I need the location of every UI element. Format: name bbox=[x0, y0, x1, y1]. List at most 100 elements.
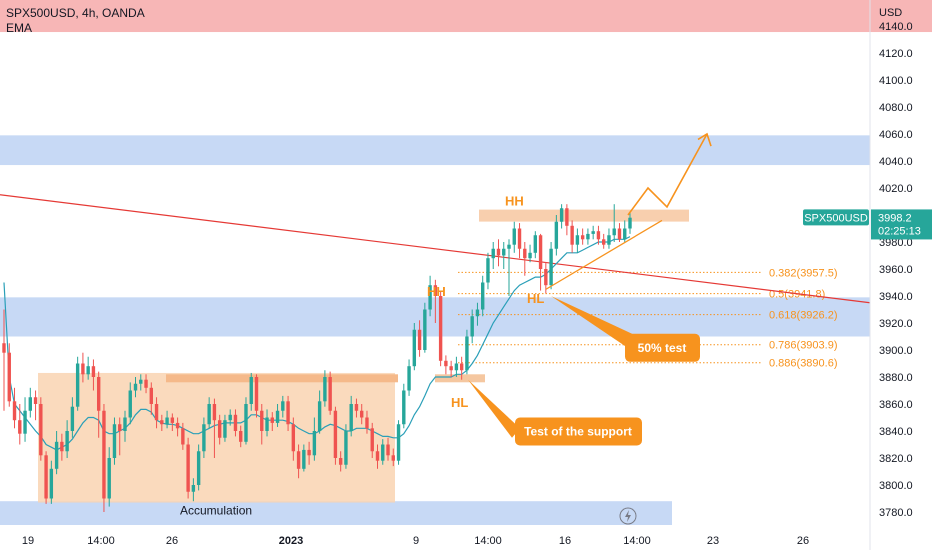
y-tick-label: 4020.0 bbox=[879, 183, 913, 195]
candle bbox=[207, 397, 211, 429]
candle-body bbox=[223, 420, 227, 438]
candle-body bbox=[565, 208, 569, 226]
candle-body bbox=[102, 410, 106, 499]
forecast-arrowhead bbox=[697, 132, 712, 147]
candle-body bbox=[438, 296, 443, 361]
candle bbox=[191, 478, 196, 502]
candle bbox=[591, 225, 595, 240]
x-tick-label: 26 bbox=[797, 535, 809, 547]
candle-body bbox=[212, 404, 217, 421]
candle-body bbox=[181, 428, 185, 445]
candle bbox=[523, 242, 527, 276]
candle-body bbox=[328, 377, 332, 411]
callout-box bbox=[515, 417, 642, 446]
x-tick-label: 23 bbox=[707, 535, 719, 547]
candle-body bbox=[354, 404, 359, 411]
y-tick-label: 4060.0 bbox=[879, 129, 913, 141]
candle-body bbox=[75, 363, 80, 407]
y-tick-label: 3880.0 bbox=[879, 372, 913, 384]
fib-label: 0.786(3903.9) bbox=[769, 340, 838, 352]
candle-body bbox=[96, 377, 101, 411]
candle-body bbox=[270, 417, 274, 423]
candle-body bbox=[312, 431, 317, 456]
price-badge-value: 3998.2 bbox=[878, 212, 912, 224]
candle bbox=[459, 356, 464, 380]
candle-body bbox=[444, 360, 448, 367]
y-tick-label: 3980.0 bbox=[879, 237, 913, 249]
candle bbox=[39, 397, 43, 461]
axis-zone-tint bbox=[870, 0, 932, 33]
candle bbox=[312, 417, 317, 461]
candle bbox=[133, 377, 138, 398]
candle bbox=[223, 414, 227, 442]
symbol-title: SPX500USD, 4h, OANDA bbox=[6, 6, 145, 20]
y-tick-label: 3960.0 bbox=[879, 264, 913, 276]
candle bbox=[202, 417, 206, 458]
candle bbox=[323, 370, 327, 407]
candle bbox=[344, 424, 348, 469]
candle bbox=[454, 356, 459, 377]
candle-body bbox=[533, 235, 538, 253]
candle-body bbox=[554, 221, 559, 249]
candle bbox=[365, 410, 369, 434]
candle-body bbox=[217, 420, 222, 438]
candle-body bbox=[465, 336, 469, 371]
candle bbox=[570, 220, 574, 253]
candle-body bbox=[459, 363, 464, 371]
candle-body bbox=[175, 422, 180, 429]
y-tick-label: 3840.0 bbox=[879, 426, 913, 438]
hh-resistance-band bbox=[479, 209, 689, 222]
candle-body bbox=[612, 228, 616, 236]
candle bbox=[517, 223, 522, 259]
candle-body bbox=[291, 424, 296, 452]
candle-body bbox=[39, 404, 43, 456]
candle bbox=[470, 309, 474, 344]
lightning-icon[interactable] bbox=[619, 507, 637, 525]
candle bbox=[412, 323, 417, 371]
candle bbox=[275, 404, 280, 427]
candle bbox=[60, 433, 64, 461]
candle bbox=[165, 410, 169, 429]
candle bbox=[23, 397, 27, 442]
x-tick-label: 14:00 bbox=[474, 535, 502, 547]
candle-body bbox=[338, 458, 343, 465]
candle bbox=[154, 397, 159, 429]
candle bbox=[217, 414, 222, 445]
candle bbox=[375, 444, 380, 469]
candle bbox=[617, 223, 622, 242]
candle bbox=[302, 444, 306, 472]
y-tick-label: 3940.0 bbox=[879, 291, 913, 303]
candle bbox=[70, 397, 75, 438]
candle-body bbox=[275, 410, 280, 423]
candle bbox=[559, 204, 564, 229]
candle-body bbox=[628, 217, 632, 229]
candle-body bbox=[254, 377, 259, 411]
candle-body bbox=[512, 228, 516, 245]
candle bbox=[81, 352, 85, 383]
candle bbox=[181, 422, 185, 450]
candle bbox=[481, 275, 485, 317]
fib-label: 0.886(3890.6) bbox=[769, 358, 838, 370]
symbol-badge bbox=[803, 209, 869, 226]
candle bbox=[423, 302, 427, 353]
candle-body bbox=[496, 248, 501, 256]
candle-body bbox=[133, 383, 138, 391]
candle-body bbox=[470, 316, 474, 337]
candle bbox=[18, 404, 22, 445]
candle bbox=[528, 244, 532, 263]
candle-body bbox=[202, 424, 206, 452]
accumulation-box bbox=[38, 372, 395, 503]
candle bbox=[612, 204, 616, 242]
candle-body bbox=[165, 417, 169, 425]
price-badge-countdown: 02:25:13 bbox=[878, 225, 921, 237]
candle bbox=[507, 239, 511, 296]
candle-body bbox=[302, 449, 306, 469]
candle-body bbox=[507, 244, 511, 249]
candle-body bbox=[360, 410, 364, 418]
candle-body bbox=[591, 231, 595, 234]
candle-body bbox=[23, 410, 27, 434]
supply-zone bbox=[0, 135, 870, 166]
candle bbox=[65, 420, 69, 458]
candle-body bbox=[370, 428, 374, 452]
